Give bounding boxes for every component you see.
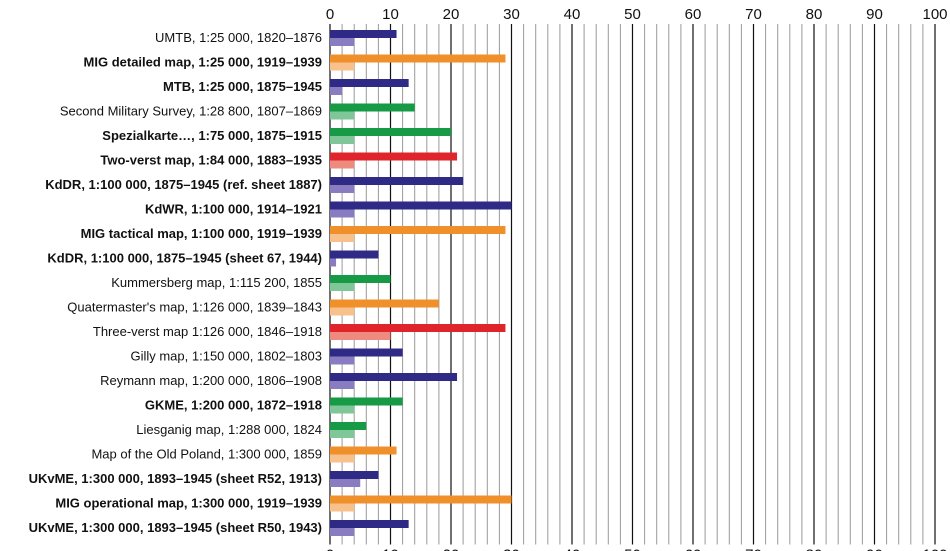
bar: [330, 103, 415, 112]
bar-secondary: [330, 283, 355, 291]
bar-secondary: [330, 381, 355, 389]
bar: [330, 397, 403, 406]
category-label: Map of the Old Poland, 1:300 000, 1859: [91, 447, 322, 462]
grid: [329, 24, 936, 545]
bar: [330, 495, 512, 504]
bottom-tick-label: 30: [503, 547, 520, 551]
category-labels: UMTB, 1:25 000, 1820–1876 MIG detailed ma…: [29, 30, 322, 535]
bottom-tick-label: 0: [326, 547, 334, 551]
top-tick-label: 40: [564, 6, 581, 23]
top-tick-label: 20: [443, 6, 460, 23]
bar-secondary: [330, 258, 337, 267]
bar-secondary: [330, 209, 355, 218]
bar-secondary: [330, 454, 355, 463]
category-label: Kummersberg map, 1:115 200, 1855: [111, 275, 322, 290]
bar: [330, 299, 439, 308]
bottom-tick-label: 80: [806, 547, 823, 551]
bottom-tick-label: 70: [745, 547, 762, 551]
bar-secondary: [330, 160, 355, 169]
category-label: UMTB, 1:25 000, 1820–1876: [155, 30, 322, 45]
bar: [330, 177, 464, 185]
category-label: GKME, 1:200 000, 1872–1918: [145, 398, 322, 413]
bottom-tick-label: 100: [922, 547, 947, 551]
bar: [330, 226, 506, 234]
bar-secondary: [330, 234, 355, 242]
bar: [330, 275, 391, 283]
top-tick-label: 10: [382, 6, 399, 23]
category-label: MIG detailed map, 1:25 000, 1919–1939: [84, 55, 322, 70]
bar-secondary: [330, 185, 355, 193]
bar-secondary: [330, 136, 355, 144]
bar: [330, 128, 451, 136]
bottom-tick-label: 20: [443, 547, 460, 551]
bar-secondary: [330, 332, 391, 340]
bar: [330, 54, 506, 63]
bar: [330, 324, 506, 332]
bar: [330, 422, 367, 430]
bottom-tick-label: 40: [564, 547, 581, 551]
category-label: KdWR, 1:100 000, 1914–1921: [145, 202, 322, 217]
bar: [330, 373, 458, 381]
tick-labels: 0 0 10 10 20 20 30 30 40 40 50 50 60 60 70 70 80 80 90 90 10…: [326, 6, 948, 551]
top-tick-label: 60: [685, 6, 702, 23]
bar: [330, 201, 512, 210]
bar-secondary: [330, 430, 355, 438]
category-label: Reymann map, 1:200 000, 1806–1908: [100, 373, 322, 388]
category-label: KdDR, 1:100 000, 1875–1945 (sheet 67, 19…: [47, 251, 322, 266]
bar-secondary: [330, 503, 355, 512]
category-label: Gilly map, 1:150 000, 1802–1803: [130, 349, 322, 364]
category-label: Quatermaster's map, 1:126 000, 1839–1843: [67, 300, 322, 315]
bar: [330, 446, 397, 455]
bar-secondary: [330, 62, 355, 71]
bar-secondary: [330, 307, 355, 316]
bar: [330, 30, 397, 38]
bar: [330, 348, 403, 357]
category-label: UKvME, 1:300 000, 1893–1945 (sheet R50, …: [29, 520, 322, 535]
category-label: MIG tactical map, 1:100 000, 1919–1939: [81, 226, 322, 241]
top-tick-label: 80: [806, 6, 823, 23]
bars: [330, 30, 512, 536]
bar-secondary: [330, 356, 355, 365]
bar-secondary: [330, 111, 355, 120]
bottom-tick-label: 50: [624, 547, 641, 551]
bar: [330, 471, 379, 479]
bar-secondary: [330, 528, 355, 536]
bar: [330, 250, 379, 259]
top-tick-label: 30: [503, 6, 520, 23]
category-label: MTB, 1:25 000, 1875–1945: [163, 79, 322, 94]
bar-secondary: [330, 405, 355, 414]
category-label: MIG operational map, 1:300 000, 1919–193…: [55, 496, 322, 511]
top-tick-label: 0: [326, 6, 334, 23]
top-tick-label: 50: [624, 6, 641, 23]
bottom-tick-label: 90: [866, 547, 883, 551]
top-tick-label: 100: [922, 6, 947, 23]
category-label: KdDR, 1:100 000, 1875–1945 (ref. sheet 1…: [45, 177, 322, 192]
bottom-tick-label: 60: [685, 547, 702, 551]
category-label: UKvME, 1:300 000, 1893–1945 (sheet R52, …: [29, 471, 322, 486]
category-label: Two-verst map, 1:84 000, 1883–1935: [100, 153, 322, 168]
category-label: Liesganig map, 1:288 000, 1824: [136, 422, 322, 437]
bar: [330, 520, 409, 528]
bar-secondary: [330, 87, 343, 95]
bar: [330, 152, 458, 161]
category-label: Three-verst map 1:126 000, 1846–1918: [93, 324, 322, 339]
bar: [330, 79, 409, 87]
top-tick-label: 90: [866, 6, 883, 23]
bottom-tick-label: 10: [382, 547, 399, 551]
bar-secondary: [330, 38, 355, 46]
category-label: Second Military Survey, 1:28 800, 1807–1…: [60, 104, 322, 119]
top-tick-label: 70: [745, 6, 762, 23]
category-label: Spezialkarte…, 1:75 000, 1875–1915: [102, 128, 322, 143]
bar-secondary: [330, 479, 361, 487]
